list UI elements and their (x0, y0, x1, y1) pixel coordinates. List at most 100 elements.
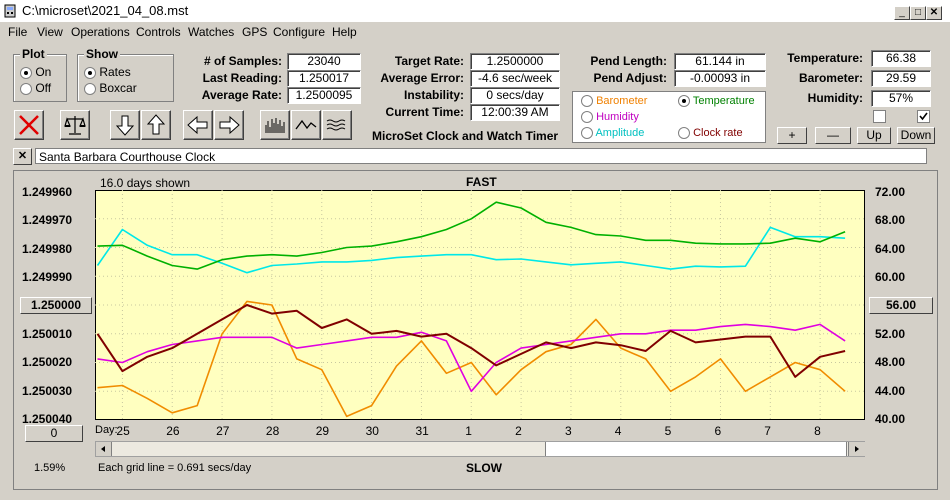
close-button[interactable]: ✕ (926, 6, 942, 20)
line-graph-icon (295, 119, 317, 130)
horizontal-scrollbar[interactable] (95, 441, 865, 457)
samples-label: # of Samples: (203, 54, 282, 68)
arrow-right-icon (219, 115, 240, 135)
arrow-down-icon (115, 115, 135, 136)
day-tick-label: 29 (315, 424, 330, 438)
clock-name-field[interactable]: Santa Barbara Courthouse Clock (35, 148, 927, 164)
balance-button[interactable] (60, 110, 90, 140)
scroll-right-arrow[interactable] (848, 442, 865, 456)
sensor-temperature-radio[interactable]: Temperature (678, 95, 755, 108)
left-tick: 1.249970 (22, 213, 73, 227)
menu-controls[interactable]: Controls (136, 25, 181, 39)
line-view-button[interactable] (291, 110, 321, 140)
right-center-button[interactable]: 56.00 (869, 297, 933, 314)
sensor-amplitude-radio[interactable]: Amplitude (581, 127, 644, 140)
pend-length-field[interactable]: 61.144 in (674, 53, 766, 70)
bar-graph-icon (265, 118, 285, 133)
left-checkbox[interactable] (873, 110, 886, 123)
radio-dot (678, 95, 690, 108)
series-line-amplitude (96, 226, 846, 274)
instability-label: Instability: (403, 88, 464, 102)
sensor-barometer-radio[interactable]: Barometer (581, 95, 648, 108)
right-tick: 68.00 (875, 213, 906, 227)
left-tick: 1.250040 (22, 412, 73, 426)
temperature-field: 66.38 (871, 50, 931, 67)
scroll-right-button[interactable] (214, 110, 244, 140)
show-rates-radio[interactable]: Rates (84, 65, 131, 79)
plot-on-radio[interactable]: On (20, 65, 51, 79)
menu-file[interactable]: File (8, 25, 28, 39)
right-tick: 72.00 (875, 185, 906, 199)
fast-label: FAST (466, 175, 497, 189)
minus-button[interactable]: — (815, 127, 851, 144)
maximize-button[interactable]: □ (910, 6, 926, 20)
menu-configure[interactable]: Configure (273, 25, 326, 39)
wave-view-button[interactable] (322, 110, 352, 140)
chart-frame (13, 170, 938, 490)
series-line-barometer (97, 300, 846, 418)
down-button[interactable]: Down (897, 127, 935, 144)
show-group-title: Show (84, 47, 120, 61)
sensor-clockrate-label: Clock rate (693, 127, 743, 139)
grid-note: Each grid line = 0.691 secs/day (98, 462, 252, 474)
day-tick-label: 4 (614, 424, 622, 438)
last-reading-field: 1.250017 (287, 70, 361, 87)
plot-group-title: Plot (20, 47, 47, 61)
red-x-icon (19, 115, 39, 135)
series-line-temperature (97, 201, 846, 270)
sensor-barometer-label: Barometer (596, 95, 648, 107)
day-tick-label: 8 (814, 424, 821, 438)
right-tick: 40.00 (875, 412, 906, 426)
scroll-left-button[interactable] (183, 110, 213, 140)
current-time-field: 12:00:39 AM (470, 104, 560, 121)
day-label: Day: (95, 424, 118, 436)
up-button[interactable]: Up (857, 127, 891, 144)
menu-operations[interactable]: Operations (71, 25, 130, 39)
scroll-left-arrow[interactable] (96, 442, 112, 456)
clear-button[interactable] (14, 110, 44, 140)
app-icon (4, 4, 16, 18)
right-tick: 44.00 (875, 384, 906, 398)
day-tick-label: 5 (664, 424, 672, 438)
left-tick: 1.249980 (22, 242, 73, 256)
scroll-thumb[interactable] (545, 442, 847, 456)
plot-off-radio[interactable]: Off (20, 81, 51, 95)
right-checkbox[interactable] (917, 110, 930, 123)
sensor-humidity-radio[interactable]: Humidity (581, 111, 639, 124)
target-rate-field[interactable]: 1.2500000 (470, 53, 560, 70)
left-center-button[interactable]: 1.250000 (20, 297, 92, 314)
radio-dot (581, 95, 593, 108)
last-reading-label: Last Reading: (202, 71, 282, 85)
right-tick: 60.00 (875, 270, 906, 284)
menu-watches[interactable]: Watches (188, 25, 235, 39)
slow-label: SLOW (466, 461, 502, 475)
menu-gps[interactable]: GPS (242, 25, 268, 39)
scroll-up-button[interactable] (141, 110, 171, 140)
day-tick-label: 27 (216, 424, 230, 438)
menu-view[interactable]: View (37, 25, 63, 39)
left-bottom-button[interactable]: 0 (25, 425, 83, 442)
barometer-label: Barometer: (798, 71, 863, 85)
show-group: Show Rates Boxcar (77, 47, 174, 102)
series-line-humidity (97, 323, 846, 393)
show-boxcar-label: Boxcar (99, 81, 137, 95)
day-tick-label: 1 (465, 424, 472, 438)
sensor-humidity-label: Humidity (596, 111, 639, 123)
target-rate-label: Target Rate: (394, 54, 464, 68)
plus-button[interactable]: + (777, 127, 807, 144)
pend-adjust-label: Pend Adjust: (593, 71, 667, 85)
scroll-down-button[interactable] (110, 110, 140, 140)
show-boxcar-radio[interactable]: Boxcar (84, 81, 137, 95)
current-time-label: Current Time: (385, 105, 464, 119)
plot-area (95, 190, 865, 420)
average-error-label: Average Error: (380, 71, 464, 85)
day-tick-label: 25 (116, 424, 130, 438)
clock-close-button[interactable]: ✕ (13, 148, 32, 165)
day-tick-label: 3 (564, 424, 572, 438)
series-line-clock-rate (96, 304, 846, 378)
sensor-clockrate-radio[interactable]: Clock rate (678, 127, 743, 140)
average-error-field: -4.6 sec/week (470, 70, 560, 87)
bars-view-button[interactable] (260, 110, 290, 140)
minimize-button[interactable]: _ (894, 6, 910, 20)
menu-help[interactable]: Help (332, 25, 357, 39)
